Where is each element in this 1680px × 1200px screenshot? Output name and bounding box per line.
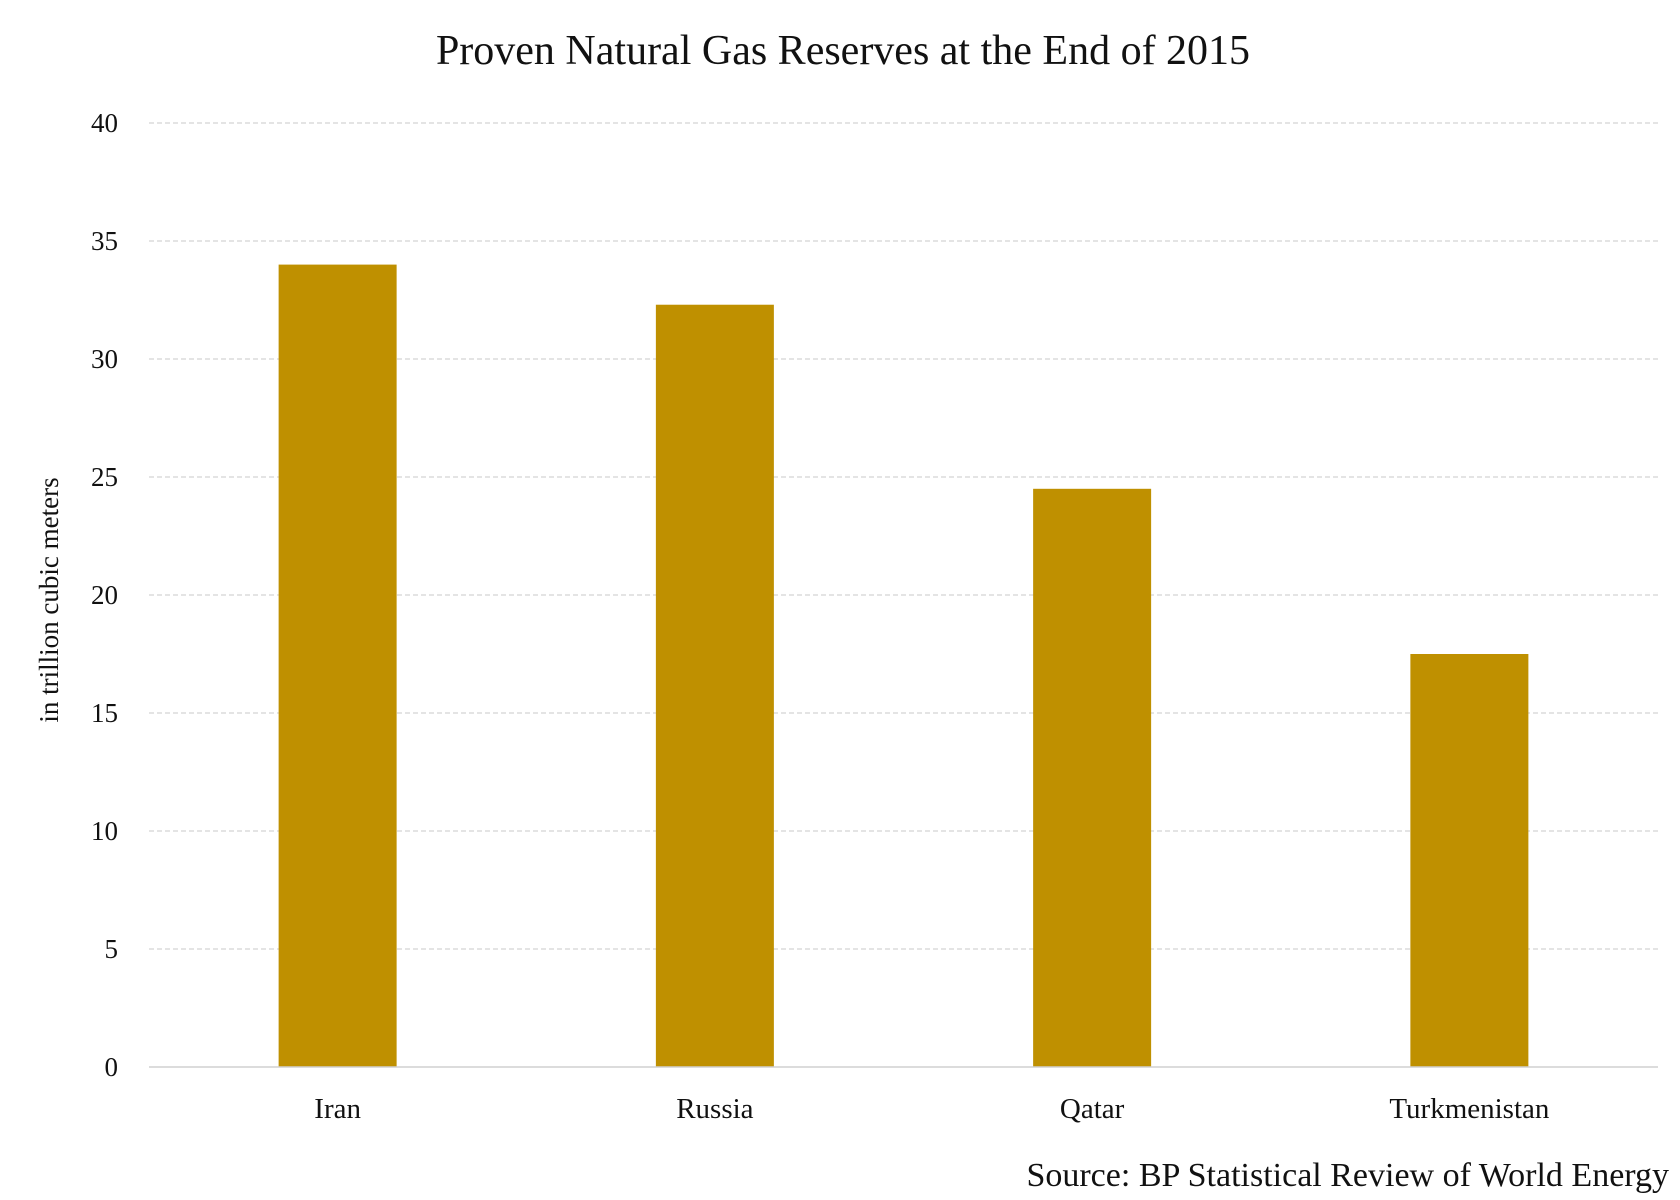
y-tick-label: 25 [91,462,118,492]
bar-qatar [1033,488,1152,1067]
gridlines [149,122,1658,950]
y-tick-label: 15 [91,698,118,728]
y-axis-ticks: 0 5 10 15 20 25 30 35 40 [91,108,118,1082]
bar-russia [655,304,774,1068]
x-tick-label: Russia [676,1093,753,1125]
x-tick-label: Qatar [1060,1093,1125,1125]
y-tick-label: 40 [91,108,118,138]
y-axis-label: in trillion cubic meters [34,477,64,722]
x-axis-ticks: Iran Russia Qatar Turkmenistan [314,1093,1550,1125]
x-tick-label: Iran [314,1093,361,1125]
y-tick-label: 10 [91,816,118,846]
y-tick-label: 5 [105,934,119,964]
bar-turkmenistan [1410,654,1529,1067]
y-tick-label: 0 [105,1052,119,1082]
bar-iran [278,264,397,1068]
y-tick-label: 30 [91,344,118,374]
x-tick-label: Turkmenistan [1389,1093,1550,1125]
y-tick-label: 35 [91,226,118,256]
source-note: Source: BP Statistical Review of World E… [1026,1157,1669,1194]
y-tick-label: 20 [91,580,118,610]
bars [278,264,1529,1068]
chart-title: Proven Natural Gas Reserves at the End o… [436,28,1250,74]
